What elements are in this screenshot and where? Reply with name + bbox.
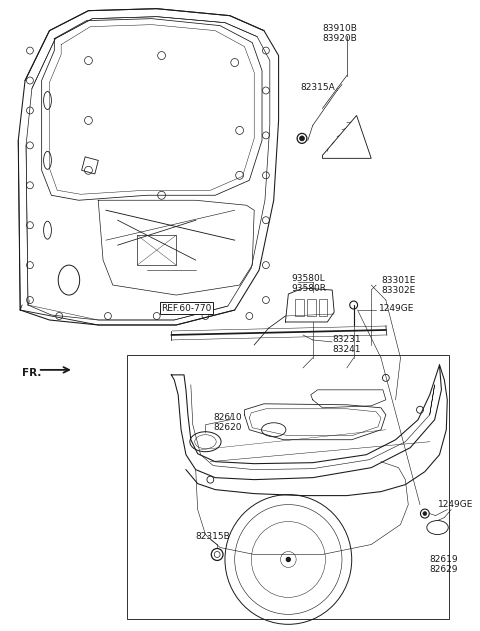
Text: 93580L: 93580L [291, 274, 325, 283]
Bar [128, 355, 449, 620]
Circle shape [287, 557, 290, 562]
Text: 82315A: 82315A [300, 83, 335, 92]
Circle shape [300, 136, 304, 141]
Text: 82629: 82629 [430, 565, 458, 574]
Text: 83302E: 83302E [381, 286, 415, 295]
Circle shape [423, 512, 427, 516]
Text: 83301E: 83301E [381, 276, 415, 285]
Text: FR.: FR. [22, 368, 42, 378]
Text: 83231: 83231 [332, 336, 361, 345]
Text: REF.60-770: REF.60-770 [162, 304, 212, 312]
Bar [82, 157, 98, 174]
Text: 82610: 82610 [213, 413, 242, 422]
Bar [295, 299, 304, 316]
Text: 83241: 83241 [332, 345, 361, 355]
Text: 83920B: 83920B [323, 34, 357, 43]
Bar [319, 299, 327, 316]
Text: 93580R: 93580R [291, 283, 326, 293]
Bar [307, 299, 316, 316]
Text: 1249GE: 1249GE [438, 500, 473, 509]
Text: 82619: 82619 [430, 555, 458, 564]
Text: 82315B: 82315B [196, 532, 230, 541]
Text: 82620: 82620 [213, 423, 242, 432]
Text: 83910B: 83910B [323, 24, 357, 33]
Text: 1249GE: 1249GE [379, 304, 414, 312]
Bar [137, 235, 176, 265]
